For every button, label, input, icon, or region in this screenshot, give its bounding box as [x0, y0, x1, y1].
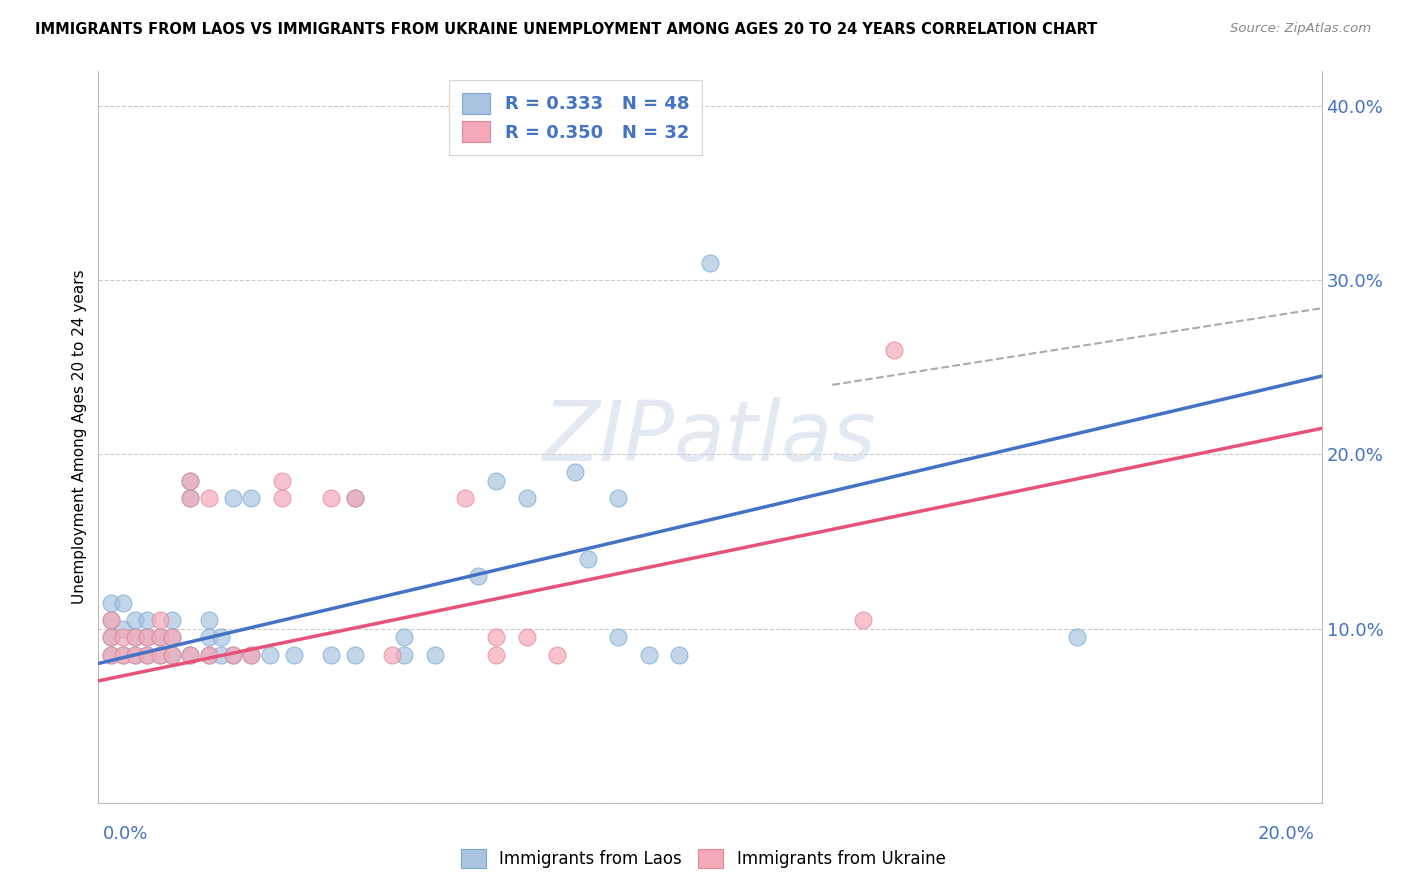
Point [344, 491, 367, 505]
Legend: R = 0.333   N = 48, R = 0.350   N = 32: R = 0.333 N = 48, R = 0.350 N = 32 [449, 80, 702, 154]
Point [381, 648, 404, 662]
Point [344, 491, 367, 505]
Point [149, 648, 172, 662]
Point [136, 613, 159, 627]
Point [179, 491, 201, 505]
Point [485, 631, 508, 645]
Point [179, 474, 201, 488]
Point [179, 491, 201, 505]
Point [124, 631, 146, 645]
Point [485, 474, 508, 488]
Point [699, 256, 721, 270]
Point [240, 648, 263, 662]
Point [124, 648, 146, 662]
Point [149, 613, 172, 627]
Legend: Immigrants from Laos, Immigrants from Ukraine: Immigrants from Laos, Immigrants from Uk… [454, 843, 952, 875]
Point [100, 631, 122, 645]
Point [136, 648, 159, 662]
Point [516, 491, 538, 505]
Point [564, 465, 586, 479]
Point [136, 631, 159, 645]
Point [160, 648, 183, 662]
Point [392, 648, 416, 662]
Point [100, 631, 122, 645]
Point [485, 648, 508, 662]
Text: IMMIGRANTS FROM LAOS VS IMMIGRANTS FROM UKRAINE UNEMPLOYMENT AMONG AGES 20 TO 24: IMMIGRANTS FROM LAOS VS IMMIGRANTS FROM … [35, 22, 1098, 37]
Point [160, 631, 183, 645]
Text: 20.0%: 20.0% [1258, 825, 1315, 843]
Point [100, 613, 122, 627]
Point [100, 595, 122, 609]
Point [454, 491, 477, 505]
Point [179, 648, 201, 662]
Point [668, 648, 690, 662]
Point [100, 613, 122, 627]
Point [160, 613, 183, 627]
Point [222, 648, 245, 662]
Point [259, 648, 281, 662]
Y-axis label: Unemployment Among Ages 20 to 24 years: Unemployment Among Ages 20 to 24 years [72, 269, 87, 605]
Point [179, 474, 201, 488]
Point [160, 648, 183, 662]
Point [240, 491, 263, 505]
Point [270, 474, 292, 488]
Point [1066, 631, 1088, 645]
Point [222, 648, 245, 662]
Point [197, 613, 219, 627]
Point [319, 648, 342, 662]
Point [283, 648, 305, 662]
Point [637, 648, 661, 662]
Point [124, 631, 146, 645]
Point [576, 552, 599, 566]
Point [100, 648, 122, 662]
Text: ZIPatlas: ZIPatlas [543, 397, 877, 477]
Point [111, 648, 134, 662]
Point [319, 491, 342, 505]
Point [149, 631, 172, 645]
Point [111, 631, 134, 645]
Point [197, 648, 219, 662]
Point [111, 622, 134, 636]
Point [100, 648, 122, 662]
Point [607, 631, 630, 645]
Text: 0.0%: 0.0% [103, 825, 148, 843]
Point [516, 631, 538, 645]
Point [197, 648, 219, 662]
Point [111, 648, 134, 662]
Point [209, 631, 232, 645]
Point [344, 648, 367, 662]
Point [160, 631, 183, 645]
Point [467, 569, 489, 583]
Point [883, 343, 905, 357]
Point [607, 491, 630, 505]
Point [136, 631, 159, 645]
Point [179, 648, 201, 662]
Point [111, 595, 134, 609]
Point [240, 648, 263, 662]
Point [197, 631, 219, 645]
Point [197, 491, 219, 505]
Point [546, 648, 568, 662]
Point [136, 648, 159, 662]
Point [852, 613, 875, 627]
Text: Source: ZipAtlas.com: Source: ZipAtlas.com [1230, 22, 1371, 36]
Point [209, 648, 232, 662]
Point [149, 631, 172, 645]
Point [222, 491, 245, 505]
Point [423, 648, 446, 662]
Point [392, 631, 416, 645]
Point [124, 648, 146, 662]
Point [270, 491, 292, 505]
Point [124, 613, 146, 627]
Point [149, 648, 172, 662]
